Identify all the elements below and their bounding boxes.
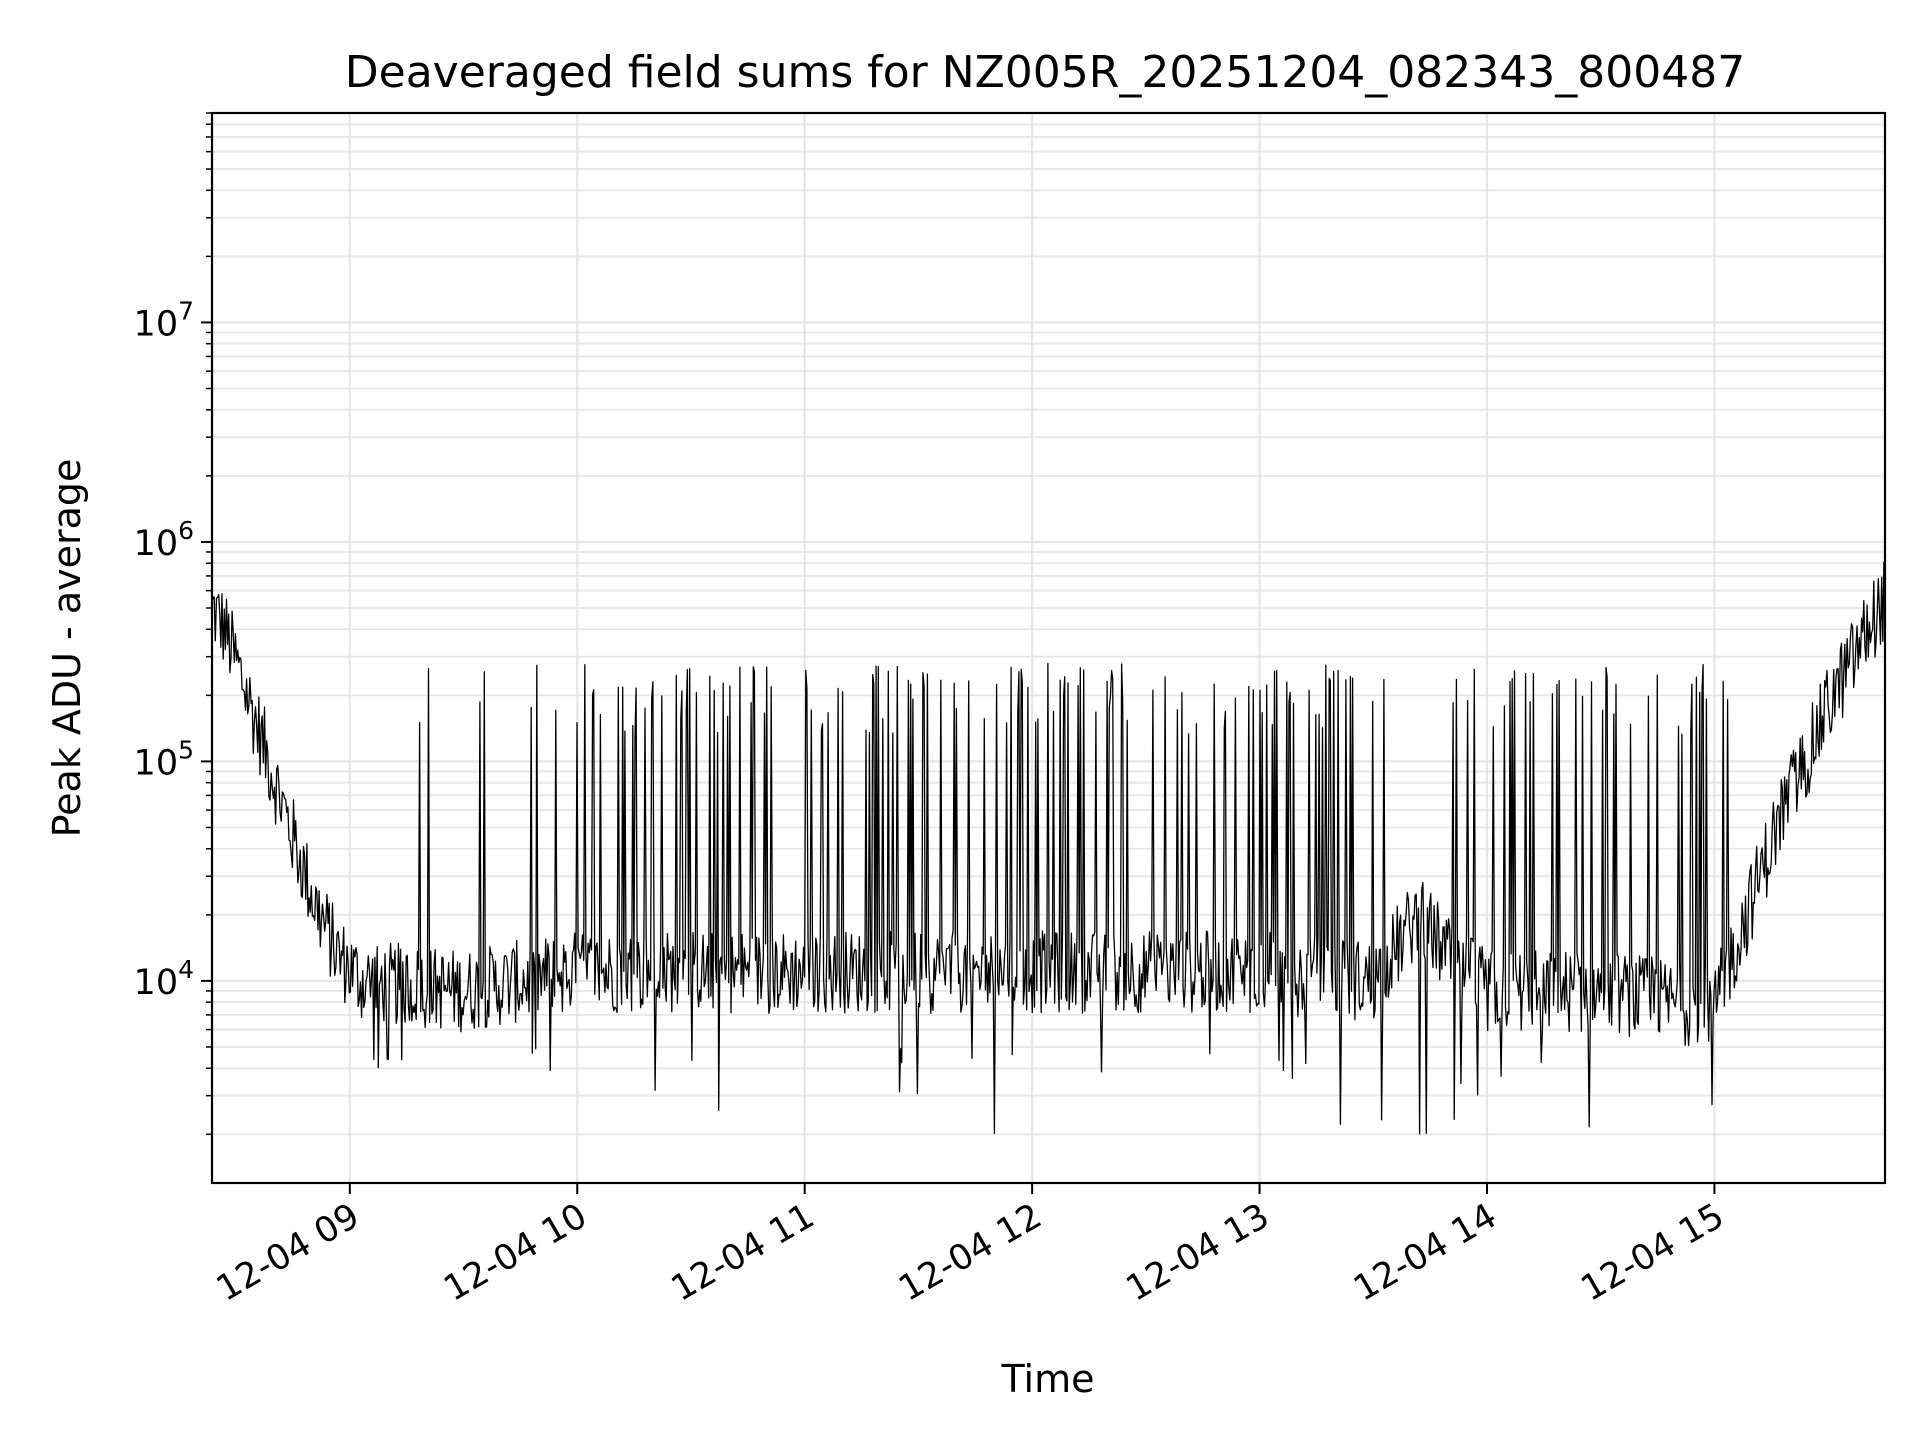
y-tick-label: 106 — [134, 516, 194, 564]
plot-frame — [210, 111, 1887, 1185]
plot-background — [212, 113, 1885, 1183]
y-tick-label: 104 — [134, 955, 194, 1003]
plot-area — [210, 111, 1887, 1185]
y-axis: 104 105 106 107 — [134, 112, 212, 1136]
y-axis-label: Peak ADU - average — [45, 459, 89, 838]
chart-title: Deaveraged field sums for NZ005R_2025120… — [345, 47, 1745, 98]
series-line — [211, 561, 1886, 1135]
y-tick-label: 107 — [134, 296, 194, 344]
y-tick-label: 105 — [134, 735, 194, 783]
x-axis-label: Time — [1001, 1357, 1095, 1401]
